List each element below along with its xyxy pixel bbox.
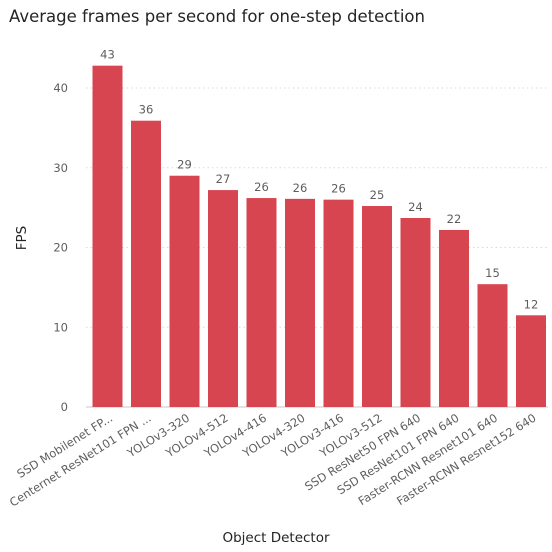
data-label: 36 [139,103,154,117]
x-axis-label: Object Detector [222,530,330,546]
data-label: 24 [408,200,423,214]
bar [131,120,161,407]
data-label: 12 [524,297,539,311]
bar [362,206,392,407]
bar [208,190,238,407]
data-label: 43 [100,48,115,62]
bar [169,175,200,407]
data-label: 26 [331,182,346,196]
data-label: 26 [293,181,308,195]
data-label: 22 [447,212,462,226]
data-label: 25 [370,188,385,202]
y-tick-label: 10 [53,320,68,334]
data-label: 27 [216,172,231,186]
data-label: 15 [485,266,500,280]
bar [516,315,546,407]
bar [323,199,354,407]
bar [400,217,431,407]
data-label: 26 [254,180,269,194]
bar [246,198,277,407]
y-tick-label: 20 [53,241,68,255]
chart-title: Average frames per second for one-step d… [9,7,425,26]
y-tick-label: 40 [53,81,68,95]
bar [285,198,315,407]
data-label: 29 [177,158,192,172]
bar [92,65,123,408]
bar [477,284,508,407]
y-tick-label: 30 [53,161,68,175]
bar [439,229,469,407]
y-tick-label: 0 [61,400,68,414]
